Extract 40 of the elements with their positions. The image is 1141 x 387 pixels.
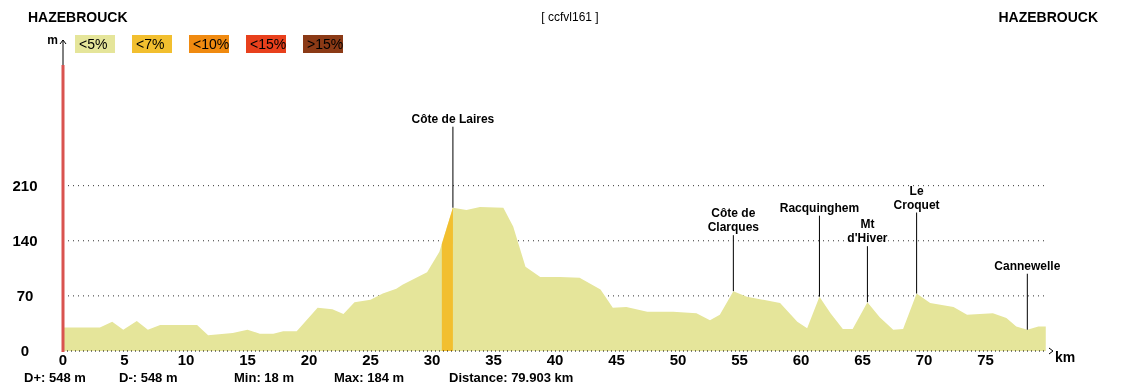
annotation: Racquinghem <box>779 200 860 215</box>
text: Max: 184 m <box>334 370 405 385</box>
x-tick-label: 75 <box>977 351 994 368</box>
chart-subtitle: [ ccfvl161 ] <box>541 10 599 24</box>
x-tick-label: 50 <box>669 351 687 368</box>
x-tick-label: 60 <box>792 351 810 368</box>
annotation: Mt d'Hiver <box>847 217 888 246</box>
x-tick-label: 25 <box>362 351 379 368</box>
x-tick-label: 70 <box>915 351 933 368</box>
x-tick-label: 10 <box>177 351 195 368</box>
text: HAZEBROUCK <box>28 9 128 25</box>
y-tick-label: 140 <box>12 231 38 249</box>
annotation: Le Croquet <box>893 183 940 212</box>
x-tick-label: 15 <box>239 351 256 368</box>
legend-label: <15% <box>250 36 287 52</box>
y-tick-label: 70 <box>16 286 34 304</box>
x-axis-title: km <box>1055 349 1076 365</box>
text: D+: 548 m <box>24 370 86 385</box>
legend-label: <5% <box>79 36 108 52</box>
text: Min: 18 m <box>234 370 294 385</box>
x-tick-label: 5 <box>120 351 129 368</box>
x-tick-label: 20 <box>300 351 318 368</box>
legend-label: >15% <box>307 36 344 52</box>
x-tick-label: 40 <box>546 351 564 368</box>
x-tick-label: 0 <box>58 351 68 368</box>
annotation: Cannewelle <box>994 258 1061 273</box>
legend-label: <10% <box>193 36 230 52</box>
annotation: Côte de Laires <box>411 111 495 126</box>
text: HAZEBROUCK <box>998 9 1098 25</box>
x-tick-label: 30 <box>423 351 441 368</box>
legend-label: <7% <box>136 36 165 52</box>
annotation: Côte de Clarques <box>707 206 760 235</box>
x-tick-label: 65 <box>854 351 871 368</box>
y-axis-title: m <box>47 33 58 47</box>
text: Distance: 79.903 km <box>449 370 574 385</box>
text: D-: 548 m <box>119 370 178 385</box>
y-tick-label: 210 <box>12 176 38 194</box>
x-tick-label: 35 <box>485 351 502 368</box>
x-tick-label: 55 <box>731 351 748 368</box>
x-tick-label: 45 <box>608 351 625 368</box>
